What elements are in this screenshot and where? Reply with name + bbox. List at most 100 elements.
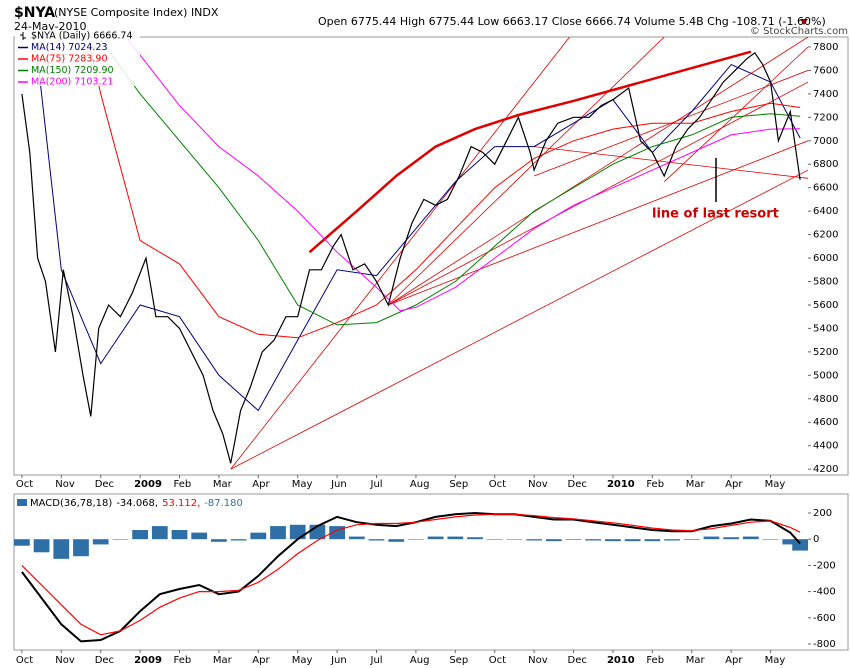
ma-line [37,58,801,412]
histogram-bar [211,539,227,542]
x-tick-label: Apr [725,479,743,490]
x-tick-label: Sep [449,655,468,666]
ma-line [127,39,801,312]
credit: © StockCharts.com [750,26,848,37]
legend-box [15,30,140,86]
histogram-bar [703,536,720,540]
macd-plot [14,511,808,643]
x-tick-label: May [292,655,313,666]
x-tick-label: Feb [173,479,191,490]
trend-arc [308,50,752,254]
x-tick-label: Nov [55,655,75,666]
x-tick-label: Jul [370,655,383,666]
x-tick-label: May [765,479,786,490]
histogram-bar [388,539,405,542]
x-tick-label: Dec [95,479,114,490]
x-tick-label: Mar [213,479,233,490]
trend-line [388,140,808,306]
y-tick-label: 6800 [813,159,838,170]
x-tick-label: Jun [330,655,347,666]
macd-line [21,513,801,636]
legend-label: -34.068, [116,498,158,509]
y-tick-label: 0 [813,534,819,545]
y-tick-label: 5600 [813,300,838,311]
legend-label: MA(150) 7209.90 [31,65,114,76]
trend-line [388,37,808,306]
x-tick-label: Mar [686,655,706,666]
trend-line [388,81,808,306]
legend-label: -87.180 [204,498,243,509]
x-tick-label: May [765,655,786,666]
y-tick-label: -800 [813,639,836,650]
y-tick-label: 5000 [813,370,838,381]
ma-line [88,40,801,339]
x-tick-label: Feb [646,479,664,490]
x-tick-label: Feb [173,655,191,666]
macd-frame [13,493,849,651]
y-tick-label: 4600 [813,417,838,428]
histogram-bar [467,537,483,540]
histogram-bar [762,539,779,540]
quote: Open 6775.44 High 6775.44 Low 6663.17 Cl… [318,15,826,28]
histogram-bar [408,539,424,540]
ticker: $NYA [14,5,55,21]
trend-line [534,146,808,179]
histogram-bar [506,539,523,540]
x-tick-label: May [292,479,313,490]
histogram-bar [92,539,109,545]
x-tick-label: 2009 [134,655,162,666]
histogram-bar [112,539,129,540]
y-tick-label: 6200 [813,230,838,241]
histogram-bar [348,536,365,540]
x-tick-label: Nov [528,655,548,666]
y-tick-label: -400 [813,587,836,598]
histogram-bar [427,536,444,540]
x-tick-label: Mar [213,655,233,666]
histogram-bar [565,539,582,540]
x-tick-label: Oct [489,479,506,490]
x-tick-label: Nov [528,479,548,490]
y-tick-label: 7600 [813,65,838,76]
main-plot [21,37,808,470]
y-tick-label: 4400 [813,441,838,452]
y-tick-label: 5800 [813,277,838,288]
y-tick-label: 200 [813,508,832,519]
annotation: line of last resort [652,207,779,222]
legend-label: MA(200) 7103.21 [31,77,114,88]
histogram-bar [526,539,543,541]
histogram-bar [14,539,30,546]
x-tick-label: Jul [370,479,383,490]
price-line [21,51,801,464]
histogram-bar [683,539,700,540]
x-tick-label: 2009 [134,479,162,490]
histogram-bar [250,532,267,540]
main-frame [13,36,849,476]
histogram-bar [447,536,464,540]
histogram-bar [644,539,661,542]
y-tick-label: 6600 [813,183,838,194]
histogram-bar [723,537,740,540]
legend-title: MACD(36,78,18) [30,498,112,509]
trend-line [230,37,570,470]
histogram-bar [545,539,562,542]
legend-label: 53.112, [162,498,200,509]
x-tick-label: Sep [449,479,468,490]
histogram-bar [33,539,50,553]
y-tick-label: 4200 [813,464,838,475]
legend-swatch [17,499,27,506]
y-tick-label: 4800 [813,394,838,405]
histogram-bar [191,532,208,540]
x-tick-label: Dec [568,479,587,490]
y-tick-label: 7000 [813,136,838,147]
histogram-bar [270,526,286,540]
histogram-bar [368,539,385,541]
trend-line [663,46,808,183]
y-tick-label: -200 [813,560,836,571]
down-arrow [800,19,808,25]
x-tick-label: 2010 [607,655,635,666]
legend-label: MA(75) 7283.90 [31,54,108,65]
histogram-bar [585,539,602,541]
y-tick-label: 5400 [813,323,838,334]
